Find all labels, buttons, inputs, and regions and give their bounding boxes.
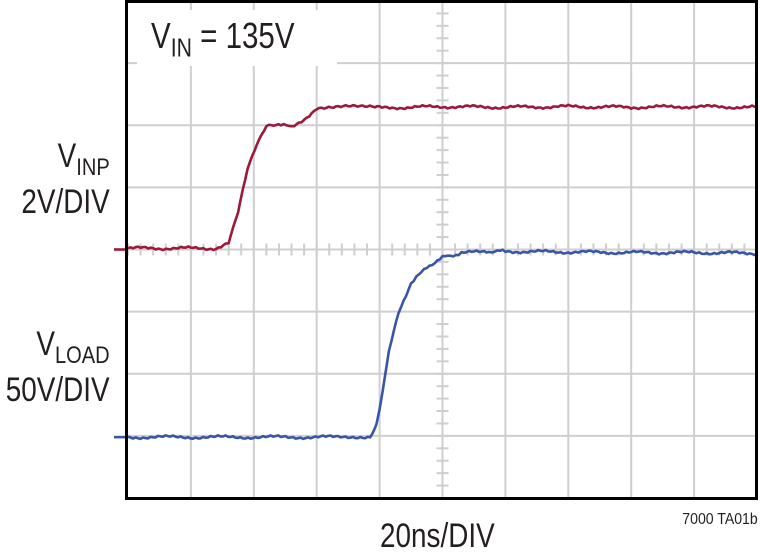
trace-vinp [127,103,758,252]
figure-id: 7000 TA01b [682,511,758,528]
vin-annotation: VIN = 135V [151,15,295,63]
grid [127,0,757,498]
trace-vload [127,248,758,441]
vload-channel-label: VLOAD 50V/DIV [6,325,110,409]
plot-border [125,0,758,500]
annotation-background [137,10,337,66]
traces [114,103,758,441]
vinp-channel-label: VINP 2V/DIV [21,137,110,221]
x-axis-label: 20ns/DIV [380,517,495,555]
